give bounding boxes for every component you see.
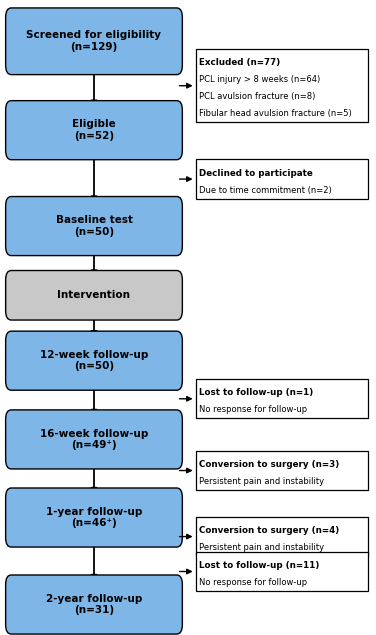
FancyBboxPatch shape <box>6 101 182 159</box>
Text: 16-week follow-up
(n=49⁺): 16-week follow-up (n=49⁺) <box>40 429 148 450</box>
Text: No response for follow-up: No response for follow-up <box>199 405 307 415</box>
FancyBboxPatch shape <box>6 488 182 547</box>
Text: Conversion to surgery (n=4): Conversion to surgery (n=4) <box>199 526 339 535</box>
Text: Lost to follow-up (n=1): Lost to follow-up (n=1) <box>199 388 313 398</box>
Text: No response for follow-up: No response for follow-up <box>199 578 307 587</box>
Text: Excluded (n=77): Excluded (n=77) <box>199 58 280 67</box>
Text: Screened for eligibility
(n=129): Screened for eligibility (n=129) <box>26 30 162 52</box>
Text: Declined to participate: Declined to participate <box>199 168 312 178</box>
Text: Intervention: Intervention <box>58 290 130 300</box>
FancyBboxPatch shape <box>6 331 182 390</box>
Text: Baseline test
(n=50): Baseline test (n=50) <box>56 215 132 237</box>
FancyBboxPatch shape <box>6 410 182 469</box>
Text: Due to time commitment (n=2): Due to time commitment (n=2) <box>199 185 331 195</box>
Text: Fibular head avulsion fracture (n=5): Fibular head avulsion fracture (n=5) <box>199 109 351 118</box>
Text: Conversion to surgery (n=3): Conversion to surgery (n=3) <box>199 460 339 469</box>
FancyBboxPatch shape <box>196 50 368 122</box>
FancyBboxPatch shape <box>6 271 182 320</box>
Text: Persistent pain and instability: Persistent pain and instability <box>199 477 324 486</box>
FancyBboxPatch shape <box>196 517 368 556</box>
Text: 12-week follow-up
(n=50): 12-week follow-up (n=50) <box>40 350 148 371</box>
FancyBboxPatch shape <box>196 451 368 490</box>
FancyBboxPatch shape <box>196 379 368 418</box>
Text: 2-year follow-up
(n=31): 2-year follow-up (n=31) <box>46 594 142 615</box>
Text: PCL injury > 8 weeks (n=64): PCL injury > 8 weeks (n=64) <box>199 76 320 84</box>
Text: PCL avulsion fracture (n=8): PCL avulsion fracture (n=8) <box>199 92 315 101</box>
FancyBboxPatch shape <box>196 552 368 591</box>
Text: Lost to follow-up (n=11): Lost to follow-up (n=11) <box>199 561 319 570</box>
FancyBboxPatch shape <box>196 159 368 199</box>
Text: 1-year follow-up
(n=46⁺): 1-year follow-up (n=46⁺) <box>46 507 142 528</box>
Text: Eligible
(n=52): Eligible (n=52) <box>72 119 116 141</box>
FancyBboxPatch shape <box>6 8 182 74</box>
Text: Persistent pain and instability: Persistent pain and instability <box>199 543 324 552</box>
FancyBboxPatch shape <box>6 575 182 634</box>
FancyBboxPatch shape <box>6 197 182 255</box>
